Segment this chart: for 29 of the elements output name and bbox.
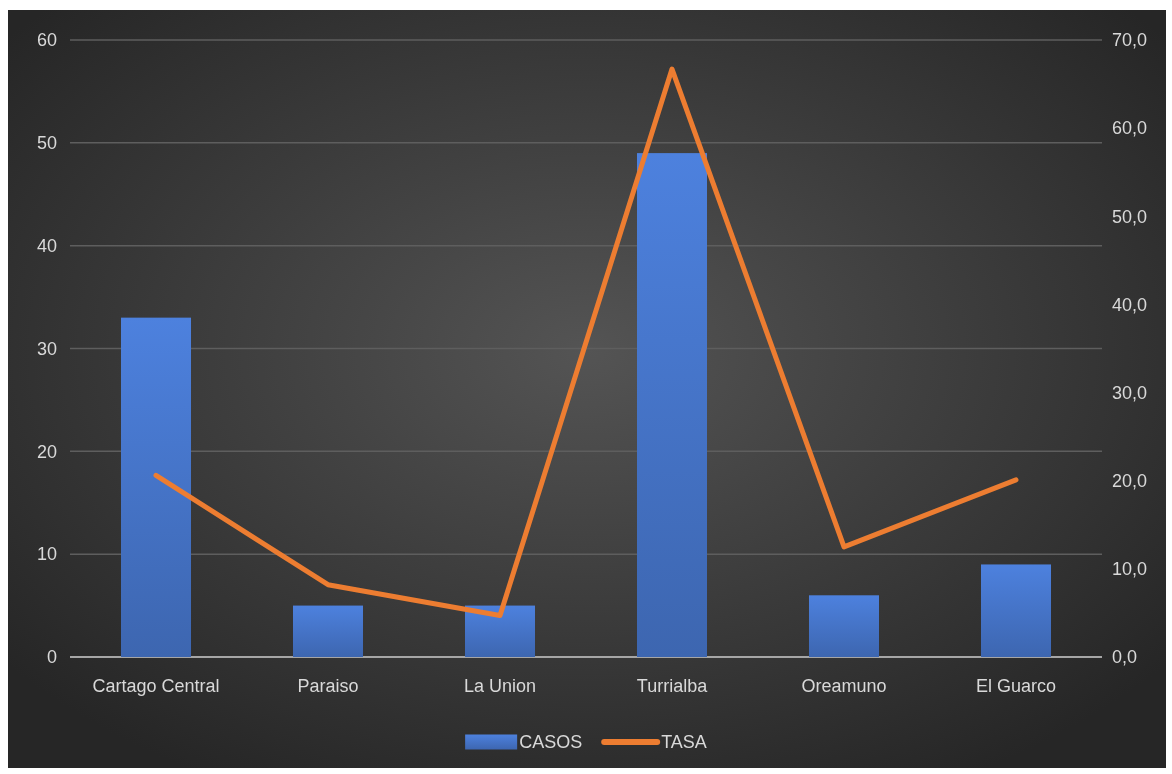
legend-label: TASA [661,732,707,753]
bar [637,153,707,657]
y-tick-label: 60 [36,30,57,51]
x-tick-label: Paraiso [297,675,359,696]
y-tick-label: 40 [36,235,57,256]
y2-tick-label: 10,0 [1112,559,1148,580]
bar [809,595,879,657]
x-tick-label: El Guarco [975,675,1057,696]
x-tick-label: La Union [463,675,537,696]
bar [293,605,363,657]
y-tick-label: 30 [36,338,57,359]
y-tick-label: 50 [36,133,57,154]
y-tick-label: 20 [36,441,57,462]
y2-tick-label: 20,0 [1112,470,1148,491]
bar [121,317,191,657]
x-tick-label: Turrialba [636,675,709,696]
y2-tick-label: 70,0 [1112,30,1148,51]
bar [465,605,535,657]
x-tick-label: Cartago Central [92,675,220,696]
y2-tick-label: 0,0 [1112,647,1138,668]
y2-tick-label: 40,0 [1112,294,1148,315]
y2-tick-label: 60,0 [1112,118,1148,139]
y-tick-label: 0 [46,647,57,668]
y2-tick-label: 30,0 [1112,382,1148,403]
bar [981,564,1051,657]
y2-tick-label: 50,0 [1112,206,1148,227]
y-tick-label: 10 [36,544,57,565]
legend-label: CASOS [519,732,583,753]
x-tick-label: Oreamuno [801,675,887,696]
